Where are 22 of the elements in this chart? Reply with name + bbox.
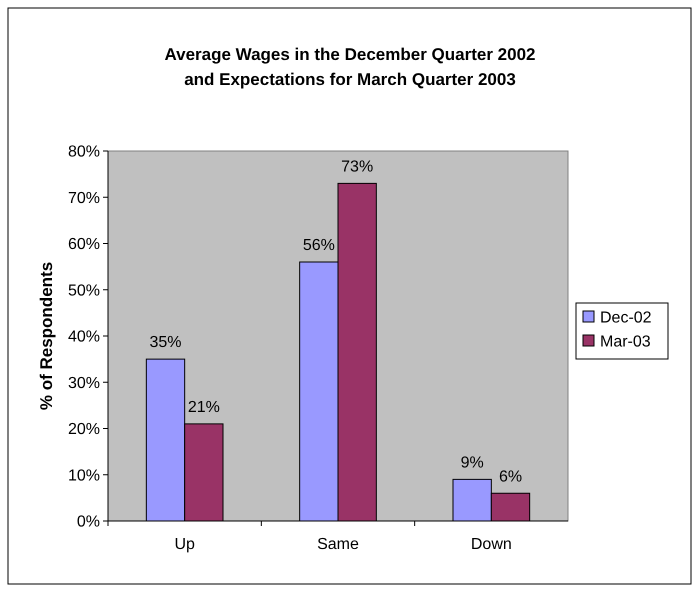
- legend-label: Mar-03: [600, 334, 651, 351]
- y-tick-label: 10%: [68, 467, 100, 484]
- y-tick-label: 40%: [68, 328, 100, 346]
- data-label: 6%: [498, 468, 522, 486]
- y-tick-label: 50%: [68, 282, 100, 300]
- y-tick-label: 60%: [68, 236, 100, 254]
- y-tick-label: 0%: [76, 514, 100, 531]
- data-label: 21%: [188, 398, 220, 416]
- x-tick-label: Up: [174, 536, 195, 553]
- y-tick-label: 80%: [68, 144, 100, 161]
- x-tick-label: Down: [470, 536, 512, 553]
- data-label: 9%: [460, 454, 484, 472]
- y-tick-label: 20%: [68, 421, 100, 438]
- y-axis-title: % of Respondents: [37, 262, 56, 410]
- y-tick-label: 70%: [68, 190, 100, 207]
- data-label: 73%: [341, 158, 374, 176]
- data-label: 35%: [149, 334, 182, 352]
- y-tick-label: 30%: [68, 374, 100, 392]
- data-label: 56%: [302, 237, 335, 254]
- legend-label: Dec-02: [600, 310, 652, 327]
- chart-title: Average Wages in the December Quarter 2002 and Expectations for March Quarter 2003: [164, 45, 536, 89]
- x-tick-label: Same: [317, 536, 359, 553]
